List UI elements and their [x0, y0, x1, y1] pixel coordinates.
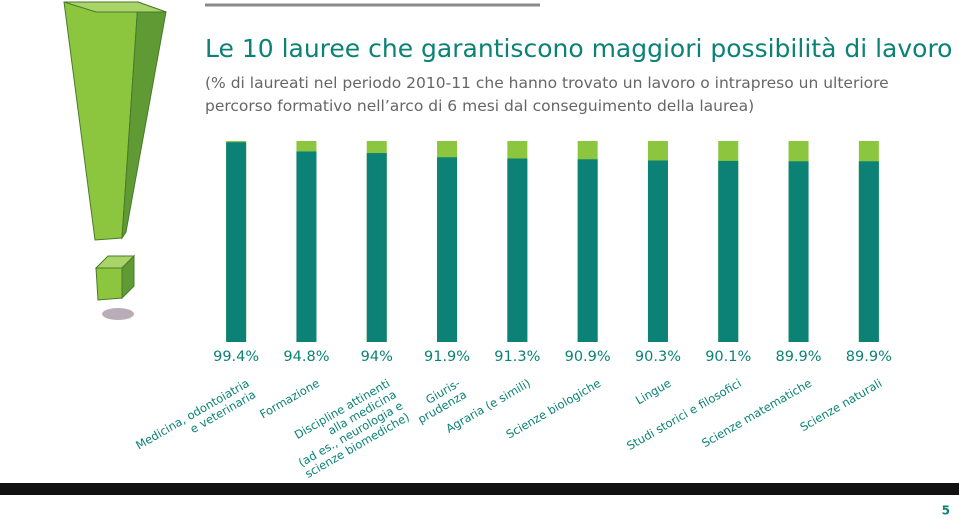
bar: [788, 161, 809, 342]
value-label: 91.3%: [494, 349, 540, 365]
value-label: 94.8%: [283, 349, 329, 365]
page-number: 5: [942, 504, 950, 518]
value-label: 90.9%: [565, 349, 611, 365]
x-tick-label: Lingue: [633, 376, 673, 407]
bar: [577, 159, 598, 342]
value-label: 90.3%: [635, 349, 681, 365]
chart-subtitle: (% di laureati nel periodo 2010-11 che h…: [205, 74, 889, 115]
bottom-band: [0, 483, 959, 495]
value-label: 90.1%: [705, 349, 751, 365]
x-tick-label: Medicina, odontoiatriae veterinaria: [133, 376, 258, 464]
bar: [296, 151, 317, 342]
bar: [366, 153, 387, 342]
bar: [858, 161, 879, 342]
exclamation-icon: [63, 1, 167, 320]
value-label: 99.4%: [213, 349, 259, 365]
bar: [718, 160, 739, 342]
value-label: 91.9%: [424, 349, 470, 365]
x-tick-label: Studi storici e filosofici: [624, 376, 743, 453]
value-label: 89.9%: [776, 349, 822, 365]
x-tick-label: Formazione: [257, 376, 322, 421]
bar: [507, 158, 528, 342]
bar: [437, 157, 458, 342]
value-label: 89.9%: [846, 349, 892, 365]
value-label: 94%: [361, 349, 393, 365]
chart-title: Le 10 lauree che garantiscono maggiori p…: [205, 34, 953, 63]
bar: [226, 142, 247, 342]
bar: [647, 160, 668, 342]
